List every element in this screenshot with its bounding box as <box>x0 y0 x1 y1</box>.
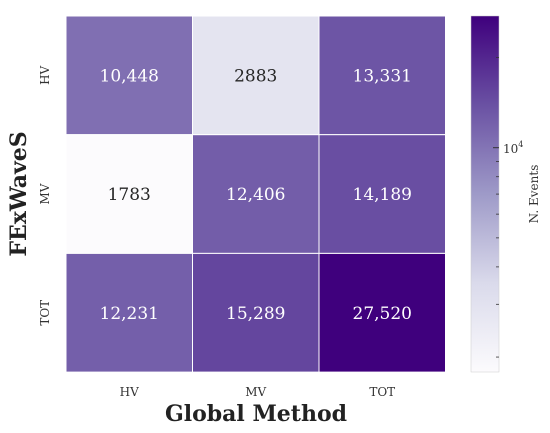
heatmap-cell-hv-hv <box>65 15 193 136</box>
colorbar-title: N. Events <box>527 165 541 224</box>
cell-value-label: 13,331 <box>353 66 412 86</box>
cell-value-label: 10,448 <box>100 66 159 86</box>
heatmap-cell-mv-tot <box>318 134 446 254</box>
cell-value-label: 14,189 <box>353 185 412 205</box>
y-tick-label-tot: TOT <box>38 300 52 326</box>
colorbar-major-tick-label: 104 <box>503 140 523 156</box>
cell-value-label: 12,406 <box>226 185 285 205</box>
heatmap-cell-tot-mv <box>192 252 320 373</box>
cell-value-label: 12,231 <box>100 304 159 324</box>
y-tick-label-mv: MV <box>38 183 52 204</box>
heatmap-value-labels: 10,448 2883 13,331 1783 12,406 14,189 12,231 15… <box>100 66 412 323</box>
x-tick-label-mv: MV <box>245 385 266 399</box>
cell-value-label: 2883 <box>234 66 277 86</box>
cell-value-label: 15,289 <box>226 304 285 324</box>
x-tick-label-tot: TOT <box>369 385 395 399</box>
x-tick-label-hv: HV <box>120 385 139 399</box>
cell-value-label: 27,520 <box>353 304 412 324</box>
heatmap-cell-mv-mv <box>192 134 320 254</box>
colorbar-gradient <box>470 15 500 373</box>
y-axis-ticks: HV MV TOT <box>38 65 52 325</box>
heatmap-cell-mv-hv <box>65 134 193 254</box>
heatmap-cell-hv-mv <box>192 15 320 136</box>
x-axis-title: Global Method <box>165 401 347 427</box>
y-tick-label-hv: HV <box>38 65 52 84</box>
heatmap-cell-tot-tot <box>318 252 446 373</box>
heatmap-cell-hv-tot <box>318 15 446 136</box>
y-axis-title: FExWaveS <box>6 131 32 256</box>
colorbar-ticks <box>493 57 499 358</box>
colorbar: 104 N. Events <box>470 15 541 373</box>
heatmap-cells <box>65 15 446 373</box>
cell-value-label: 1783 <box>108 185 151 205</box>
heatmap-cell-tot-hv <box>65 252 193 373</box>
x-axis-ticks: HV MV TOT <box>120 385 396 399</box>
